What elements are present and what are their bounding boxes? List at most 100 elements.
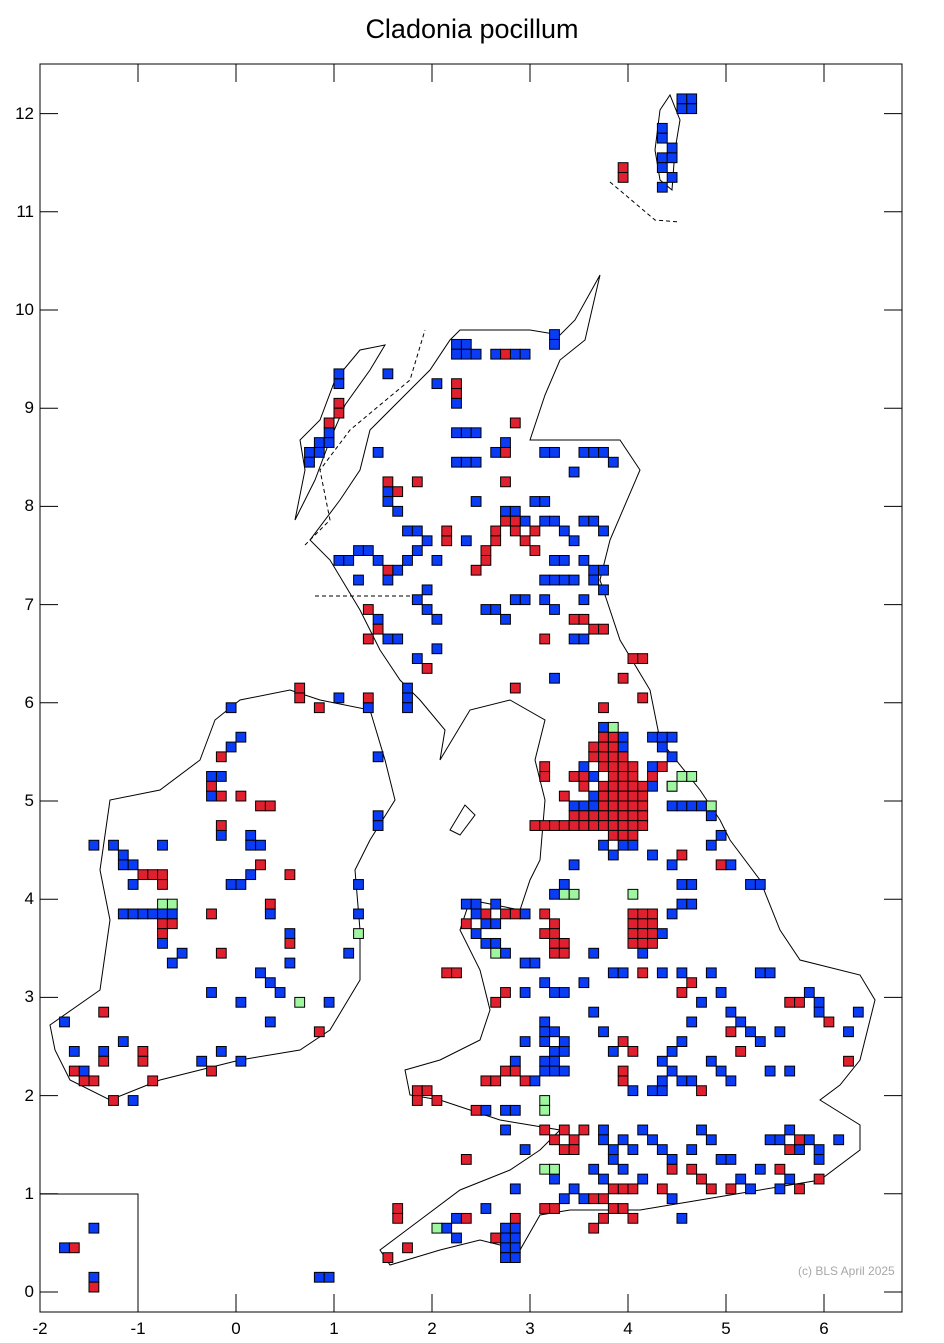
record-square-red xyxy=(686,977,698,989)
record-square-blue xyxy=(353,879,364,890)
record-square-blue xyxy=(411,653,423,665)
record-square-red xyxy=(137,869,149,881)
record-square-blue xyxy=(764,967,776,979)
record-square-red xyxy=(441,967,453,979)
record-square-red xyxy=(382,564,394,576)
record-square-red xyxy=(617,771,629,782)
record-square-blue xyxy=(637,1173,649,1185)
record-square-blue xyxy=(549,574,560,586)
record-square-blue xyxy=(98,1046,110,1057)
record-square-red xyxy=(637,800,649,812)
record-square-blue xyxy=(764,1134,776,1146)
record-square-red xyxy=(392,1203,404,1214)
record-square-blue xyxy=(68,1046,80,1057)
record-square-red xyxy=(598,731,609,743)
record-square-blue xyxy=(598,721,609,733)
record-square-blue xyxy=(588,515,600,527)
record-square-red xyxy=(206,1065,217,1077)
record-square-blue xyxy=(705,1055,717,1067)
record-square-blue xyxy=(480,604,492,615)
record-square-blue xyxy=(353,908,364,920)
record-square-red xyxy=(500,476,511,488)
record-square-red xyxy=(607,751,619,763)
record-square-red xyxy=(382,1252,394,1264)
record-square-red xyxy=(166,918,178,930)
maritime-boundary xyxy=(304,181,681,597)
record-square-red xyxy=(568,810,580,822)
record-square-green xyxy=(294,996,306,1008)
record-square-blue xyxy=(539,574,551,586)
record-square-red xyxy=(549,1203,560,1214)
record-square-blue xyxy=(470,496,482,507)
record-square-blue xyxy=(558,1046,570,1057)
record-square-green xyxy=(157,898,168,910)
record-square-blue xyxy=(519,515,531,527)
record-square-blue xyxy=(519,348,531,360)
record-square-blue xyxy=(647,780,658,792)
record-square-blue xyxy=(509,1055,521,1067)
record-square-blue xyxy=(509,1252,521,1264)
record-square-blue xyxy=(696,1124,707,1136)
record-square-blue xyxy=(206,987,217,998)
record-square-red xyxy=(206,908,217,920)
record-square-blue xyxy=(568,574,580,586)
record-square-blue xyxy=(206,771,217,782)
record-square-red xyxy=(607,780,619,792)
record-square-red xyxy=(588,741,600,753)
record-square-red xyxy=(490,996,502,1008)
record-square-blue xyxy=(666,800,678,812)
record-square-red xyxy=(617,672,629,684)
record-square-blue xyxy=(451,1212,462,1224)
record-square-blue xyxy=(470,898,482,910)
record-square-blue xyxy=(549,1026,560,1038)
record-square-red xyxy=(539,928,551,939)
record-square-blue xyxy=(627,1085,639,1097)
record-square-blue xyxy=(578,555,590,566)
record-square-blue xyxy=(519,1036,531,1047)
record-square-red xyxy=(284,869,296,881)
record-square-blue xyxy=(225,879,237,890)
record-square-red xyxy=(705,1183,717,1195)
record-square-red xyxy=(784,996,796,1008)
record-square-red xyxy=(676,987,688,998)
record-square-blue xyxy=(686,1016,698,1028)
record-square-blue xyxy=(578,977,590,989)
record-square-blue xyxy=(255,839,266,851)
record-square-red xyxy=(568,771,580,782)
record-square-blue xyxy=(460,535,472,547)
record-square-red xyxy=(617,761,629,773)
record-square-blue xyxy=(607,849,619,861)
record-square-red xyxy=(598,780,609,792)
record-square-blue xyxy=(176,947,188,959)
record-square-blue xyxy=(627,839,639,851)
record-square-blue xyxy=(245,839,257,851)
record-square-blue xyxy=(382,496,394,507)
record-square-red xyxy=(617,751,629,763)
record-square-blue xyxy=(549,555,560,566)
record-square-blue xyxy=(617,967,629,979)
record-square-red xyxy=(627,928,639,939)
record-square-red xyxy=(68,1242,80,1254)
record-square-blue xyxy=(735,1016,747,1028)
record-square-red xyxy=(637,780,649,792)
record-square-blue xyxy=(88,839,100,851)
record-square-blue xyxy=(500,613,511,625)
record-square-red xyxy=(656,761,668,773)
record-square-blue xyxy=(686,800,698,812)
record-square-red xyxy=(617,1183,629,1195)
x-tick-label: 3 xyxy=(525,1319,535,1338)
record-square-blue xyxy=(745,879,756,890)
record-square-blue xyxy=(598,446,609,458)
record-square-green xyxy=(558,888,570,900)
record-square-red xyxy=(157,928,168,939)
record-square-red xyxy=(255,859,266,871)
record-square-blue xyxy=(500,1232,511,1244)
record-square-red xyxy=(637,967,649,979)
record-square-blue xyxy=(127,859,139,871)
record-square-blue xyxy=(157,839,168,851)
record-square-red xyxy=(480,908,492,920)
record-square-blue xyxy=(656,152,668,164)
record-square-red xyxy=(549,937,560,949)
record-square-blue xyxy=(333,368,345,380)
record-square-red xyxy=(627,790,639,802)
